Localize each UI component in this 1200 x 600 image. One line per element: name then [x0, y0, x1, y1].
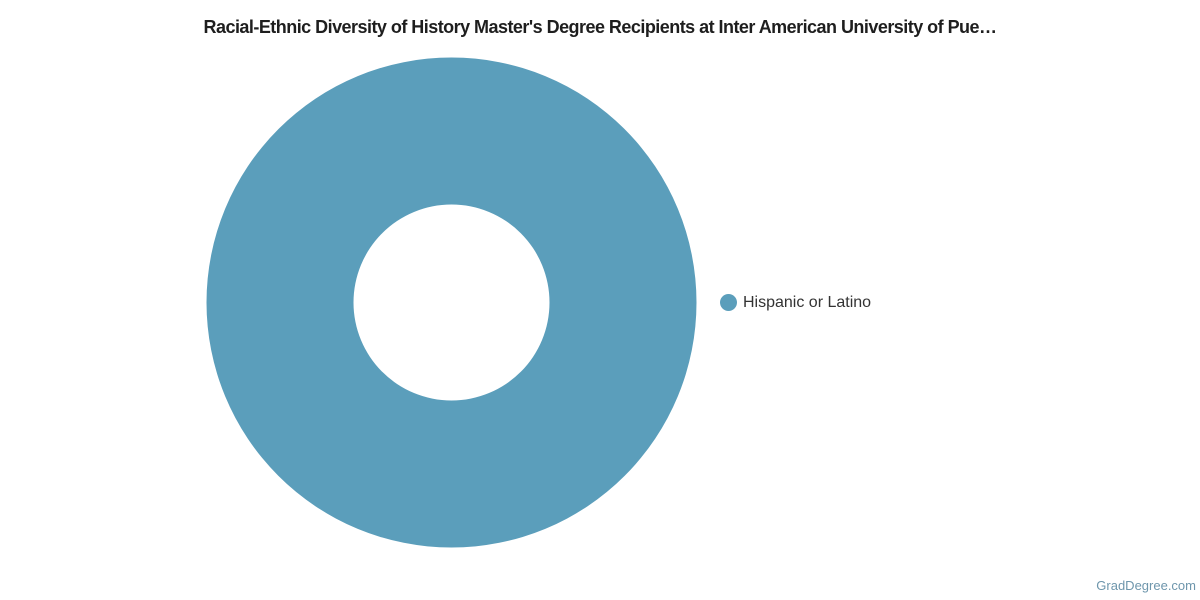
legend-marker-icon [720, 294, 737, 311]
watermark-link[interactable]: GradDegree.com [1096, 578, 1196, 593]
legend-label: Hispanic or Latino [743, 293, 872, 311]
donut-slice[interactable] [206, 57, 697, 548]
legend-item[interactable]: Hispanic or Latino [720, 294, 871, 312]
legend: Hispanic or Latino [720, 0, 871, 600]
chart-title: Racial-Ethnic Diversity of History Maste… [203, 17, 997, 37]
